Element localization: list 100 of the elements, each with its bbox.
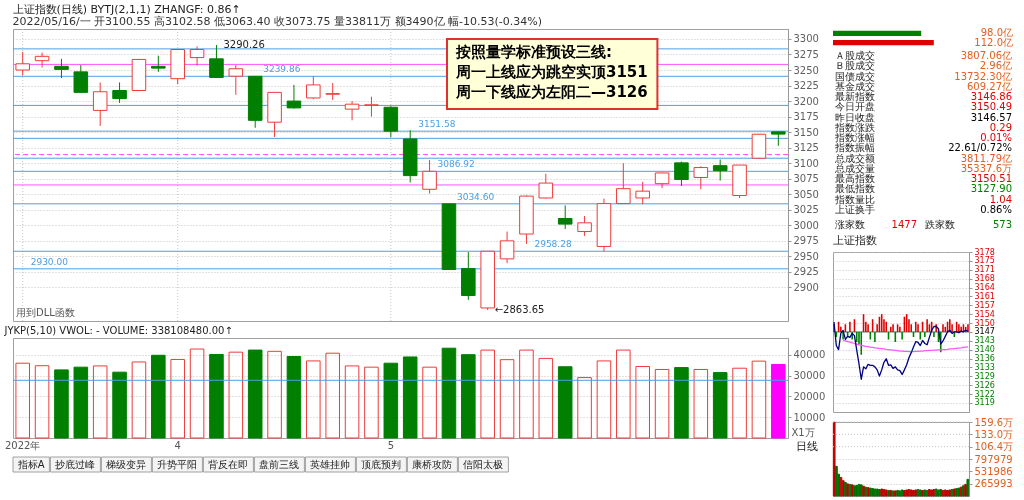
y-tick-label: 797979 (974, 453, 1013, 465)
text: 升势平阳 (157, 458, 198, 470)
y-tick-label: 3164 (974, 283, 995, 293)
y-tick-label: 3000 (793, 219, 819, 231)
text: 3807.06亿 (960, 50, 1012, 62)
category-label: 国债成交 (835, 70, 875, 82)
y-tick-label: 2925 (793, 266, 819, 278)
y2-tick-label: 106.4万 (974, 441, 1014, 453)
y-tick-label: 3125 (793, 142, 819, 154)
x-tick-label: 2022年 (4, 439, 41, 451)
y-tick-label: 3300 (793, 33, 819, 45)
y-tick-label: 2900 (793, 281, 819, 293)
y-tick-label: 3225 (793, 80, 819, 92)
annotation: 3290.26 (223, 38, 265, 50)
y-tick-label: 3157 (974, 300, 995, 310)
ref-line-label: 2930.00 (30, 256, 69, 267)
category-label: Ａ股成交 (835, 50, 875, 62)
y-tick-label: 3175 (974, 256, 995, 266)
text: 日线 (796, 440, 818, 453)
text: 英雄挂帅 (310, 458, 351, 470)
text: 609.27亿 (967, 80, 1012, 92)
chart-title: JYKP(5,10) VWOL: - VOLUME: 338108480.00↑ (3, 325, 233, 336)
y-tick-label: 10000 (793, 411, 826, 423)
text: 指标A (16, 458, 45, 470)
y-tick-label: 3050 (793, 188, 819, 200)
y-tick-label: 3250 (793, 64, 819, 76)
text: 顶底预判 (361, 458, 402, 470)
text: 3146.57 (970, 111, 1012, 123)
text: 2.96亿 (979, 60, 1012, 72)
y-tick-label: 3178 (974, 247, 995, 257)
y-tick-label: 20000 (793, 390, 826, 402)
ref-line-label: 3086.92 (437, 159, 475, 170)
category-label: Ｂ股成交 (835, 60, 875, 72)
text: 抄底过峰 (55, 458, 96, 470)
chart-subtitle: 2022/05/16/一 开3100.55 高3102.58 低3063.40 收3073.75 量33811万 额3490亿 幅-10.53(-0.34%) (12, 14, 542, 28)
text: 35337.6万 (960, 162, 1012, 174)
y-tick-label: 3147 (974, 327, 995, 337)
text: 梯级变异 (105, 458, 147, 470)
y-tick-label: 3168 (974, 274, 995, 284)
y2-tick-label: 133.0万 (974, 428, 1014, 440)
chart-title: 上证指数 (832, 234, 877, 247)
y-tick-label: 3161 (974, 291, 995, 301)
y-tick-label: 265993 (974, 478, 1013, 490)
text: 0.01% (980, 132, 1012, 144)
category-label: 指数量比 (834, 193, 875, 205)
ref-line-label: 3034.60 (456, 191, 495, 202)
y-tick-label: 3122 (974, 389, 995, 399)
y-tick-label: 3150 (974, 318, 995, 328)
category-label: 今日开盘 (835, 101, 875, 113)
text: 盘前三线 (259, 458, 300, 470)
text: 0.29 (989, 121, 1012, 133)
ref-line-label: 3151.58 (418, 119, 456, 130)
text: 康桥攻防 (412, 458, 453, 470)
category-label: 指数振幅 (834, 142, 875, 154)
annotation: 用到DLL函数 (16, 307, 75, 318)
y-tick-label: 3136 (974, 354, 995, 364)
text: 0.86% (980, 203, 1012, 215)
text: 3150.51 (970, 173, 1012, 185)
ref-line-label: 2958.28 (534, 239, 572, 250)
y-tick-label: 3075 (793, 173, 819, 185)
y-tick-label: 3150 (793, 126, 819, 138)
y-tick-label: 3126 (974, 380, 995, 390)
annotation: ←2863.65 (494, 304, 545, 316)
text: 13732.30亿 (954, 70, 1012, 82)
text: 背反在即 (208, 458, 249, 470)
y-axis-title: X1万 (791, 426, 815, 438)
y-tick-label: 3133 (974, 362, 995, 372)
x-tick-label: 5 (387, 439, 394, 451)
y-tick-label: 3171 (974, 265, 995, 275)
text: 3127.90 (970, 183, 1012, 195)
category-label: 最高指数 (835, 173, 875, 185)
y-tick-label: 3275 (793, 48, 819, 60)
text: 3150.49 (970, 101, 1012, 113)
y-tick-label: 3129 (974, 371, 995, 381)
y-tick-label: 30000 (793, 370, 826, 381)
y-tick-label: 531986 (974, 465, 1013, 477)
text: 1.04 (989, 193, 1012, 205)
text: 573 (992, 218, 1012, 230)
y-tick-label: 3175 (793, 111, 819, 123)
y-tick-label: 3154 (974, 309, 995, 319)
y-tick-label: 2975 (793, 235, 819, 247)
y2-tick-label: 159.6万 (974, 416, 1014, 428)
text: 3811.79亿 (960, 152, 1012, 164)
y-tick-label: 3025 (793, 204, 819, 216)
text: 1477 (891, 218, 917, 230)
category-label: 最新指数 (835, 91, 875, 103)
text: 3146.86 (970, 91, 1012, 103)
y-tick-label: 3100 (793, 157, 819, 169)
chart-title: 上证指数(日线) BYTJ(2,1,1) ZHANGF: 0.86↑ (12, 2, 241, 16)
text: 22.61/0.72% (948, 142, 1012, 154)
category-label: 总成交额 (834, 152, 875, 164)
data-label: 98.0亿 (980, 27, 1013, 39)
y-tick-label: 2950 (793, 250, 819, 262)
category-label: 昨日收盘 (835, 111, 875, 123)
y-tick-label: 3140 (974, 345, 995, 355)
annotation: 按照量学标准预设三线: 周一上线应为跳空实顶3151 周一下线应为左阳二—3126 (455, 43, 648, 101)
y-tick-label: 40000 (793, 349, 826, 361)
ref-line-label: 3239.86 (263, 64, 301, 75)
category-label: 指数涨幅 (834, 132, 875, 144)
category-label: 涨家数 (835, 218, 865, 230)
